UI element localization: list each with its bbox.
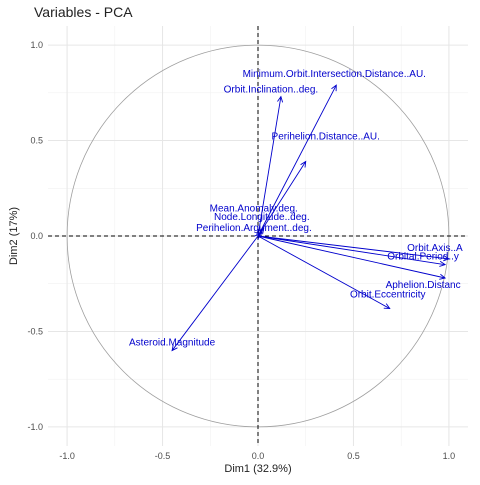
arrow-shaft-7 — [257, 235, 446, 266]
arrow-shaft-2 — [257, 161, 307, 237]
y-tick-label-0: -1.0 — [27, 422, 43, 432]
variable-label-6: Orbit.Axis..A — [407, 243, 463, 254]
variable-label-0: Minimum.Orbit.Intersection.Distance..AU. — [243, 69, 426, 80]
variable-label-7: Orbital.Period..y — [387, 252, 459, 263]
arrow-head-7 — [439, 260, 447, 267]
arrow-head-2 — [300, 160, 307, 168]
x-tick-label-0: -1.0 — [59, 451, 75, 461]
y-axis-title: Dim2 (17%) — [8, 207, 20, 265]
arrow-head-5 — [254, 233, 261, 240]
variable-label-3: Mean.Anomaly.deg. — [210, 203, 298, 214]
x-axis-title: Dim1 (32.9%) — [224, 463, 291, 475]
variable-label-9: Orbit.Eccentricity — [350, 290, 426, 301]
x-tick-label-4: 1.0 — [443, 451, 456, 461]
arrow-shaft-1 — [257, 96, 282, 237]
variable-label-10: Asteroid.Magnitude — [129, 338, 216, 349]
arrow-shaft-0 — [257, 84, 337, 237]
chart-title: Variables - PCA — [34, 4, 133, 20]
variable-label-1: Orbit.Inclination..deg. — [224, 85, 319, 96]
arrow-shaft-10 — [171, 235, 259, 351]
x-tick-label-1: -0.5 — [155, 451, 171, 461]
arrow-head-6 — [443, 255, 450, 262]
arrow-shaft-6 — [257, 235, 449, 260]
arrow-head-0 — [331, 84, 337, 92]
arrow-head-9 — [383, 303, 391, 310]
tick-labels: -1.0 -0.5 0.0 0.5 1.0 -1.0 -0.5 0.0 0.5 1.0 — [27, 40, 455, 461]
x-tick-label-3: 0.5 — [347, 451, 360, 461]
arrow-shaft-9 — [257, 235, 390, 309]
arrow-head-8 — [439, 273, 447, 280]
variable-label-8: Aphelion.Distanc — [386, 280, 461, 291]
variable-label-2: Perihelion.Distance..AU. — [272, 132, 380, 143]
arrow-shaft-8 — [257, 235, 446, 279]
variable-label-5: Perihelion.Argument..deg. — [196, 223, 312, 234]
arrow-head-3 — [258, 227, 265, 235]
y-tick-label-1: -0.5 — [27, 326, 43, 336]
arrow-head-1 — [277, 95, 284, 103]
arrow-head-10 — [171, 344, 178, 352]
y-tick-label-4: 1.0 — [30, 40, 43, 50]
y-tick-label-3: 0.5 — [30, 136, 43, 146]
variable-labels: Minimum.Orbit.Intersection.Distance..AU.… — [129, 69, 463, 348]
variable-arrows — [171, 84, 450, 352]
x-tick-label-2: 0.0 — [252, 451, 265, 461]
variable-label-4: Node.Longitude..deg. — [214, 212, 310, 223]
y-tick-label-2: 0.0 — [30, 231, 43, 241]
